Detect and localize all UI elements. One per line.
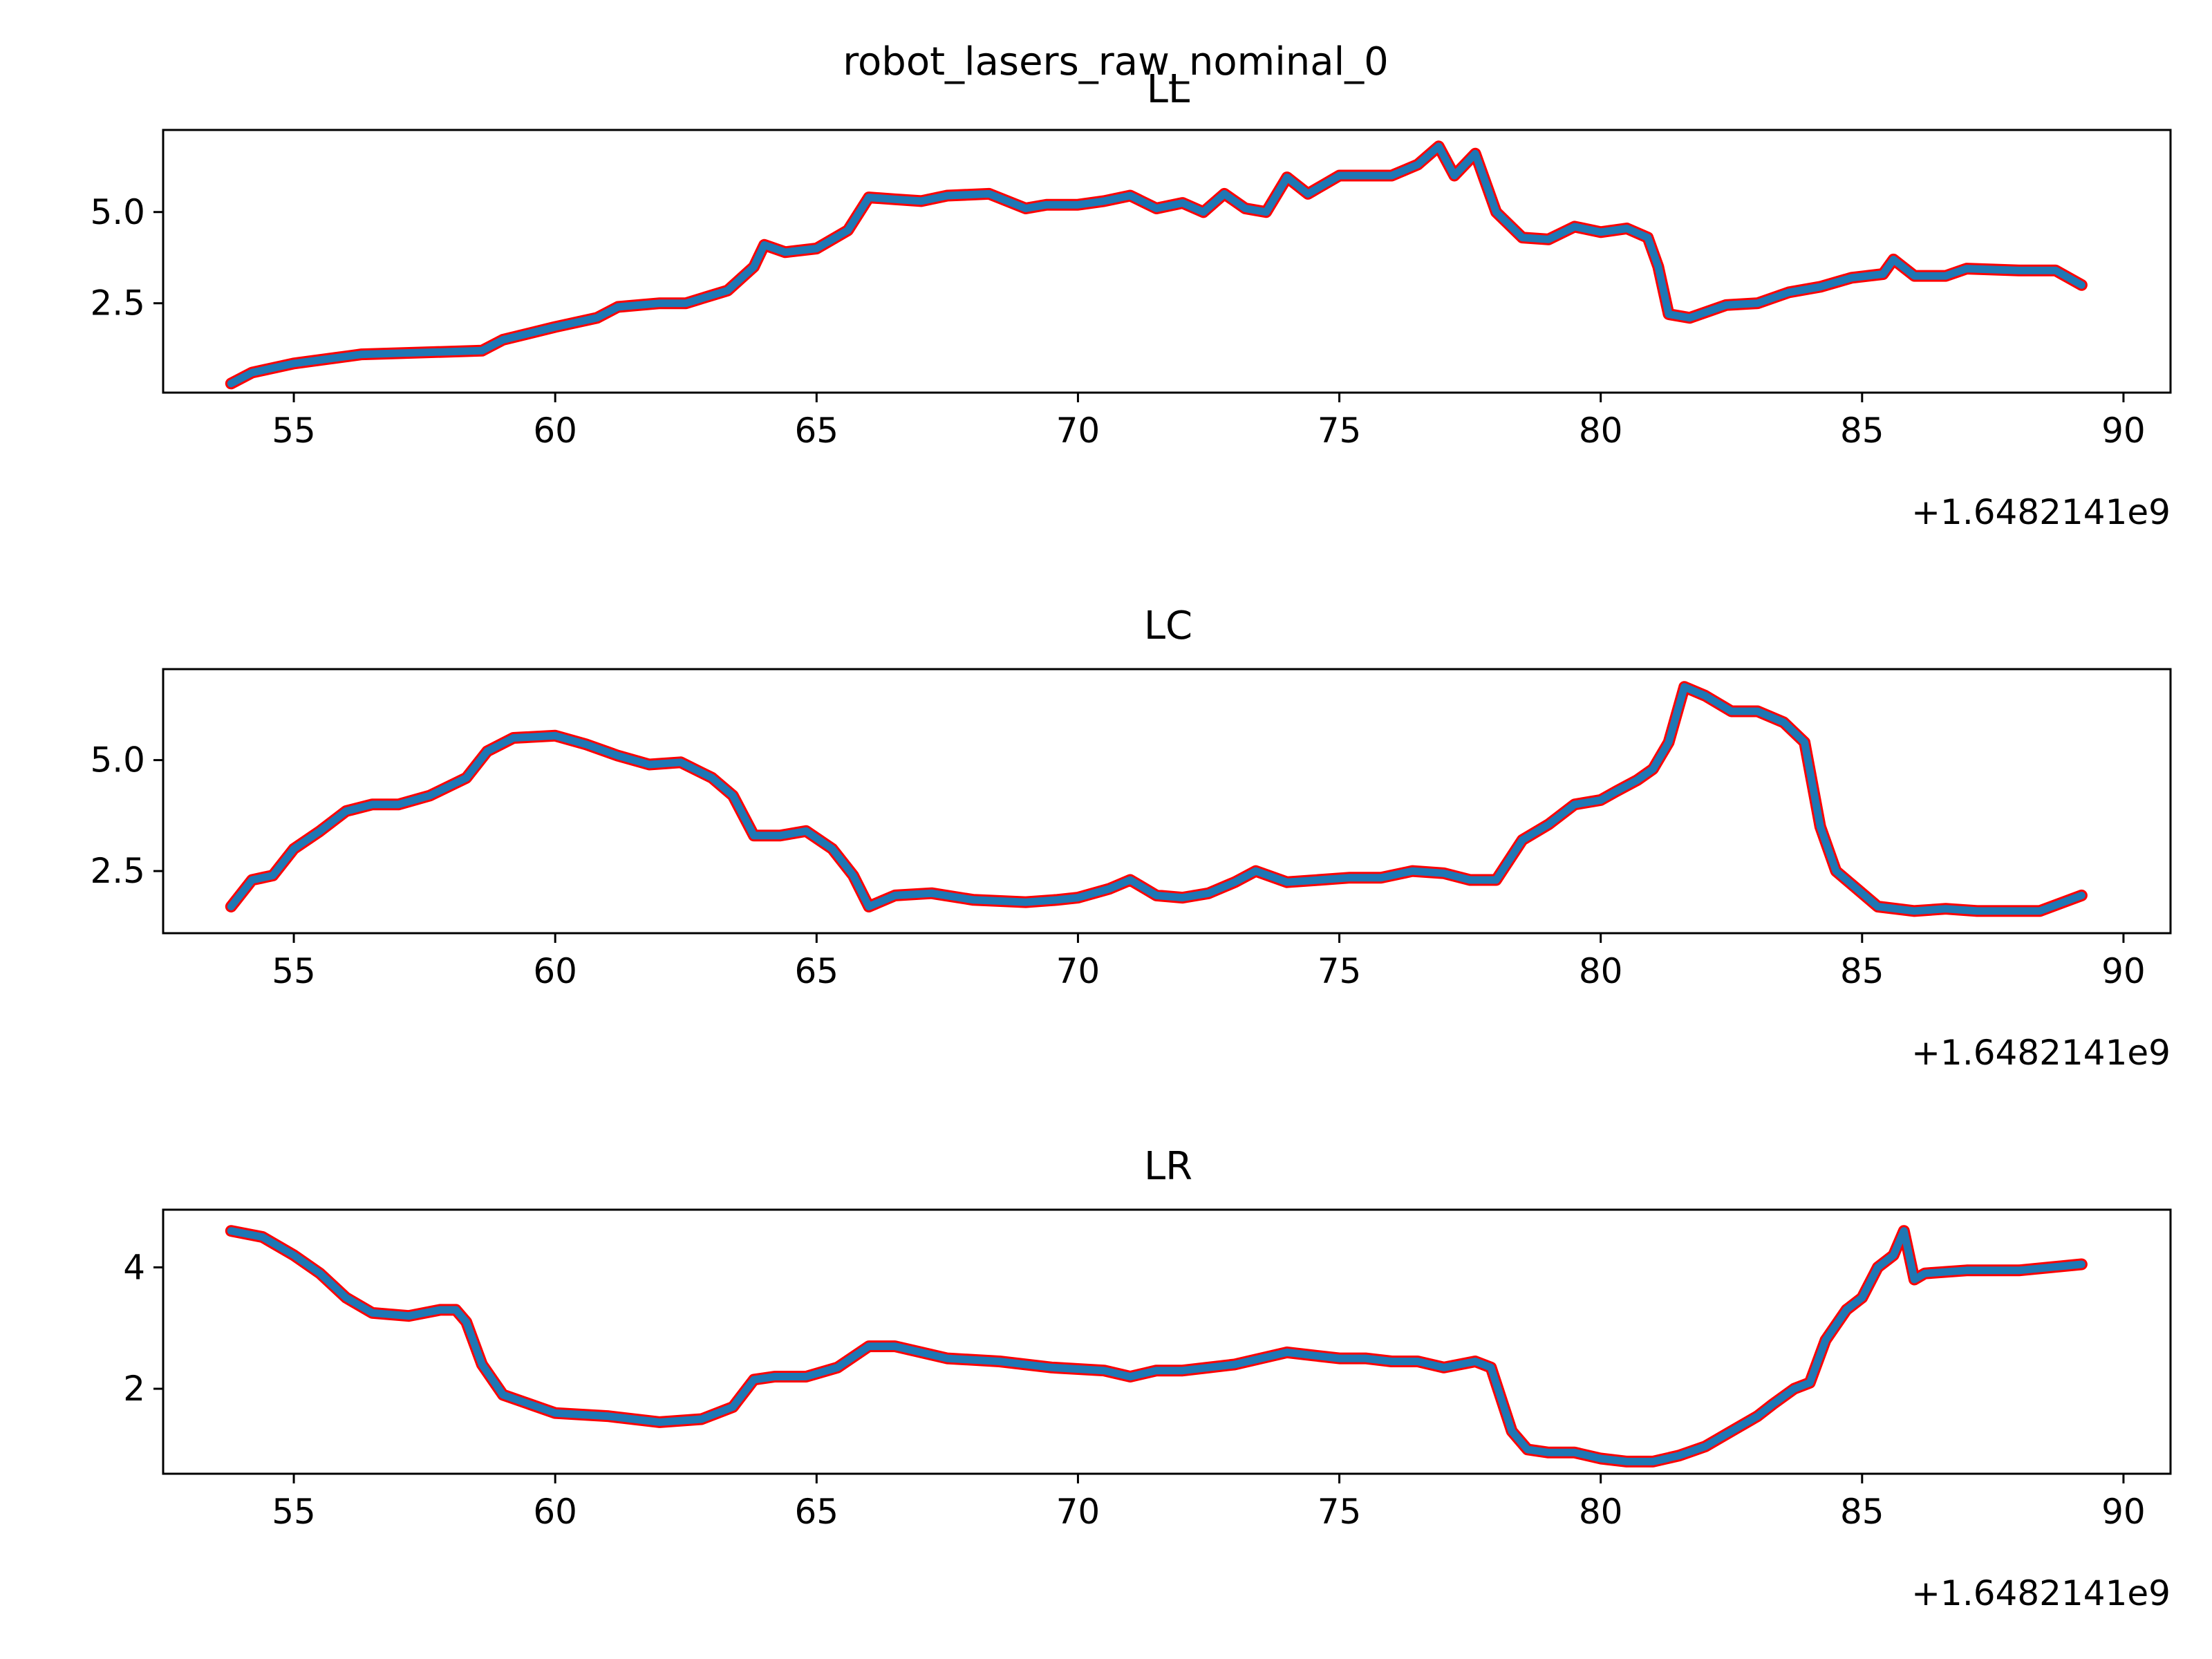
x-tick-label: 85: [1840, 1492, 1884, 1532]
x-tick-label: 70: [1056, 411, 1100, 451]
y-tick-label: 2.5: [90, 851, 145, 891]
x-tick-label: 55: [272, 951, 316, 991]
x-tick-label: 90: [2101, 1492, 2146, 1532]
x-axis: 55 60 65 70 75 80 85 90: [272, 1474, 2146, 1532]
x-offset-label: +1.6482141e9: [1911, 1573, 2171, 1613]
x-tick-label: 65: [795, 1492, 839, 1532]
y-axis: 2.5 5.0: [90, 192, 163, 324]
plot-frame: [162, 129, 2172, 394]
figure-suptitle: robot_lasers_raw_nominal_0: [843, 39, 1389, 84]
x-tick-label: 85: [1840, 951, 1884, 991]
subplot-title: LL: [1147, 67, 1190, 112]
plot-frame: [162, 668, 2172, 935]
x-tick-label: 60: [533, 951, 577, 991]
x-tick-label: 70: [1056, 1492, 1100, 1532]
series-line: [227, 1227, 2086, 1465]
subplot-lc: LC 2.5 5.0 55 60 65 70 75 80 85 90 +1.6482141e9: [90, 603, 2172, 1073]
series-line: [227, 142, 2086, 388]
x-tick-label: 55: [272, 411, 316, 451]
x-axis: 55 60 65 70 75 80 85 90: [272, 933, 2146, 991]
x-tick-label: 75: [1318, 1492, 1362, 1532]
x-offset-label: +1.6482141e9: [1911, 1033, 2171, 1073]
series-edge-line: [225, 140, 2088, 390]
y-tick-label: 5.0: [90, 740, 145, 780]
x-tick-label: 60: [533, 411, 577, 451]
x-tick-label: 55: [272, 1492, 316, 1532]
x-tick-label: 75: [1318, 951, 1362, 991]
x-tick-label: 80: [1579, 951, 1623, 991]
series-edge-line: [225, 681, 2088, 917]
subplot-title: LC: [1144, 603, 1192, 648]
x-tick-label: 90: [2101, 411, 2146, 451]
series-line: [227, 683, 2086, 915]
x-tick-label: 60: [533, 1492, 577, 1532]
x-tick-label: 80: [1579, 411, 1623, 451]
y-tick-label: 4: [123, 1247, 145, 1287]
x-tick-label: 65: [795, 411, 839, 451]
x-axis: 55 60 65 70 75 80 85 90: [272, 393, 2146, 451]
x-tick-label: 80: [1579, 1492, 1623, 1532]
subplot-title: LR: [1144, 1144, 1192, 1189]
y-axis: 2.5 5.0: [90, 740, 163, 891]
y-tick-label: 5.0: [90, 192, 145, 232]
series-edge-line: [225, 1225, 2088, 1468]
subplot-ll: LL 2.5 5.0 55 60 65 70 75 80 85 90 +1.6482141e9: [90, 67, 2172, 532]
x-tick-label: 85: [1840, 411, 1884, 451]
y-tick-label: 2.5: [90, 283, 145, 324]
x-tick-label: 90: [2101, 951, 2146, 991]
subplot-lr: LR 24 55 60 65 70 75 80 85 90 +1.6482141e9: [123, 1144, 2172, 1613]
plot-frame: [162, 1208, 2172, 1475]
x-offset-label: +1.6482141e9: [1911, 492, 2171, 532]
x-tick-label: 70: [1056, 951, 1100, 991]
y-tick-label: 2: [123, 1369, 145, 1409]
x-tick-label: 75: [1318, 411, 1362, 451]
x-tick-label: 65: [795, 951, 839, 991]
series-layer: [225, 681, 2088, 917]
series-layer: [225, 140, 2088, 390]
series-layer: [225, 1225, 2088, 1468]
y-axis: 24: [123, 1247, 163, 1409]
